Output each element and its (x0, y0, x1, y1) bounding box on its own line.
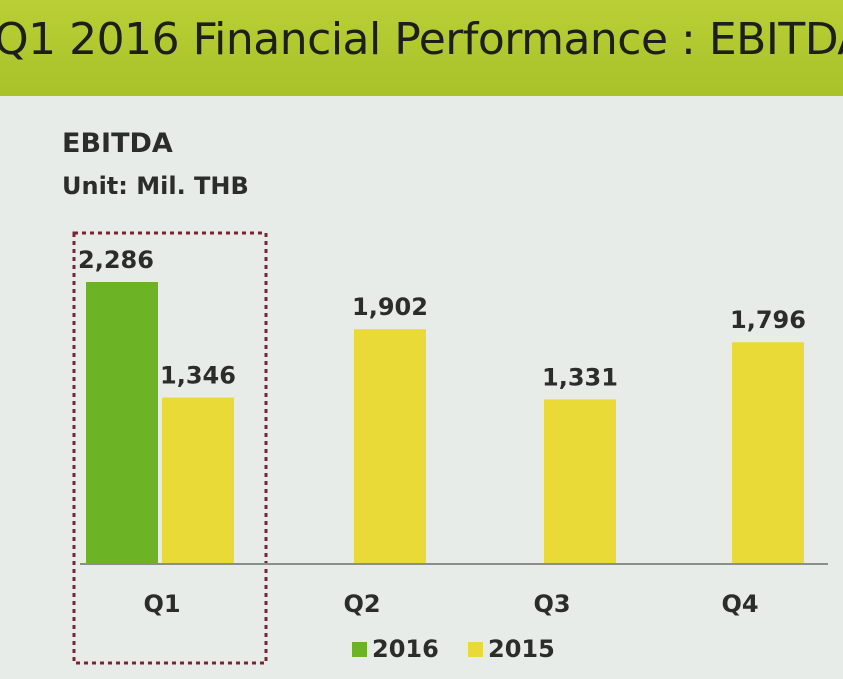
legend-label-2015: 2015 (488, 635, 555, 663)
bar-q4-2015 (732, 342, 804, 563)
bar-q3-2015 (544, 399, 616, 563)
x-tick-label-q2: Q2 (343, 590, 380, 618)
title-bar: Q1 2016 Financial Performance : EBITDA (0, 0, 843, 96)
legend-swatch-2016 (352, 642, 367, 657)
unit-label: Unit: Mil. THB (62, 172, 249, 200)
x-tick-label-q3: Q3 (533, 590, 570, 618)
data-label-q2-2015: 1,902 (352, 293, 428, 321)
bar-q2-2015 (354, 329, 426, 563)
legend-label-2016: 2016 (372, 635, 439, 663)
data-label-q4-2015: 1,796 (730, 306, 806, 334)
bar-q1-2016 (86, 282, 158, 563)
highlight-box (72, 231, 268, 665)
page-title: Q1 2016 Financial Performance : EBITDA (0, 14, 843, 65)
chart-heading: EBITDA (62, 128, 173, 159)
legend-swatch-2015 (468, 642, 483, 657)
x-tick-label-q1: Q1 (143, 590, 180, 618)
data-label-q1-2015: 1,346 (160, 362, 236, 390)
bar-q1-2015 (162, 397, 234, 563)
data-label-q3-2015: 1,331 (542, 363, 618, 391)
x-tick-label-q4: Q4 (721, 590, 758, 618)
data-label-q1-2016: 2,286 (78, 246, 154, 274)
